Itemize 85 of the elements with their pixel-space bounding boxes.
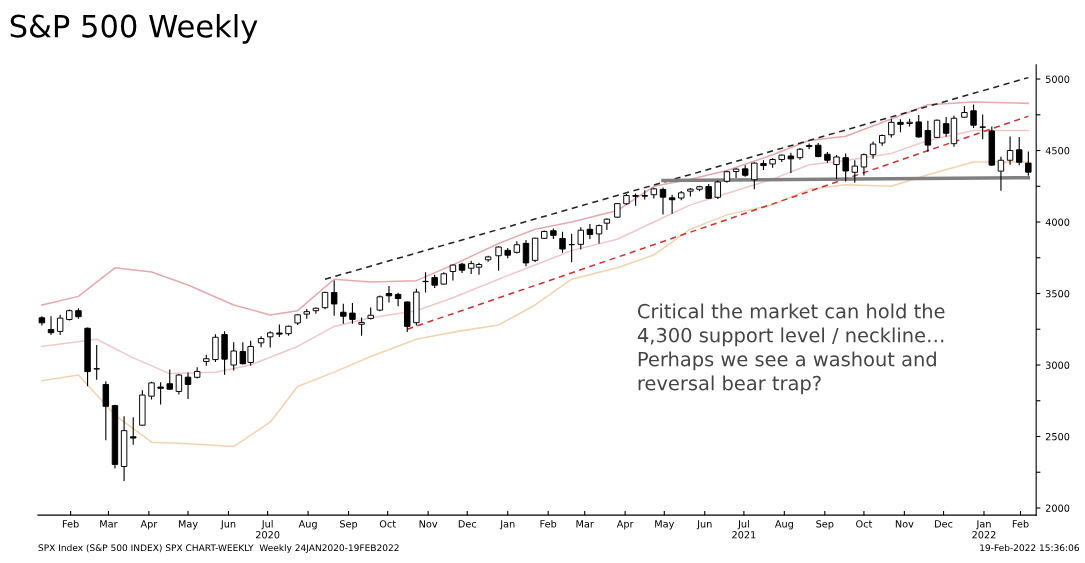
candlestick (805, 143, 813, 150)
x-tick-label: Jul 2021 (732, 520, 756, 539)
candlestick (184, 372, 192, 400)
candlestick (212, 334, 219, 362)
candlestick (842, 153, 849, 182)
x-tick-label: Jun (696, 520, 712, 530)
candlestick (330, 280, 338, 316)
y-tick-label: 4500 (1045, 147, 1070, 155)
candlestick (47, 316, 55, 335)
candlestick (531, 237, 539, 262)
x-tick-label: Feb (62, 520, 79, 528)
x-tick-label: Dec (935, 520, 953, 528)
x-tick-label: May (655, 520, 675, 530)
annotation: Critical the market can hold the 4,300 support level / neckline… Perhaps we see a washout and reversal bear trap? (637, 303, 945, 395)
x-tick-label: Jun (220, 520, 236, 530)
candlestick (586, 223, 594, 239)
y-tick-label: 2000 (1045, 504, 1070, 512)
candlestick (130, 417, 137, 445)
x-tick-label: Feb (1012, 520, 1029, 528)
candlestick (851, 160, 859, 183)
x-tick-label: Jan 2022 (972, 520, 996, 539)
candlestick (1015, 137, 1023, 166)
y-tick-label: 4000 (1045, 218, 1070, 226)
candlestick (979, 114, 986, 140)
x-tick-label: Aug (298, 520, 317, 530)
candlestick (349, 303, 356, 324)
y-tick-label: 2500 (1045, 432, 1070, 441)
chart-title: S&P 500 Weekly (10, 14, 258, 44)
candlestick (495, 246, 502, 271)
candlestick (997, 156, 1005, 191)
x-tick-label: Dec (458, 520, 477, 528)
x-tick-label: Jan (499, 520, 515, 530)
x-tick-label: May (178, 520, 198, 530)
candlestick (257, 336, 265, 348)
x-tick-label: Apr (616, 520, 634, 530)
x-tick-label: Mar (100, 520, 118, 528)
line-series (41, 129, 1030, 375)
candlestick (56, 314, 64, 335)
candlestick (732, 168, 740, 179)
text: 19-Feb-2022 15:36:06 (980, 544, 1080, 552)
x-tick-label: Feb (540, 520, 557, 528)
candlestick (93, 345, 100, 380)
candlestick (924, 120, 932, 152)
candlestick (422, 272, 429, 293)
x-tick-label: Mar (576, 520, 594, 528)
candlestick (385, 285, 393, 303)
candlestick (394, 292, 402, 307)
candlestick (659, 187, 667, 215)
x-tick-label: Sep (340, 520, 358, 530)
candlestick (603, 218, 611, 231)
y-tick-label: 5000 (1045, 75, 1070, 83)
candlestick (787, 152, 795, 173)
candlestick (751, 162, 758, 190)
candlestick (157, 382, 164, 405)
candlestick (915, 115, 922, 138)
candlestick (668, 194, 676, 214)
x-tick-label: Jul 2020 (255, 520, 280, 539)
candlestick (577, 227, 585, 250)
text: SPX Index (S&P 500 INDEX) SPX CHART-WEEKLY Weekly 24JAN2020-19FEB2022 (38, 544, 399, 553)
x-tick-label: Nov (895, 520, 914, 528)
candlestick (175, 374, 183, 395)
candlestick (632, 193, 639, 206)
candlestick (1025, 151, 1032, 176)
line-series (41, 161, 1030, 448)
candlestick (449, 264, 457, 281)
candlestick (860, 153, 868, 176)
candlestick (102, 381, 110, 441)
x-tick-label: Sep (816, 520, 834, 530)
candlestick (230, 342, 237, 371)
candlestick (595, 224, 603, 244)
candlestick (650, 187, 658, 199)
candlestick (559, 231, 566, 253)
candlestick (1006, 136, 1014, 165)
candlestick (522, 240, 530, 267)
x-tick-label: Aug (774, 520, 793, 530)
candlestick (166, 369, 173, 390)
x-tick-label: Nov (419, 520, 438, 528)
y-tick-label: 3000 (1045, 361, 1070, 369)
candlestick (340, 303, 347, 324)
y-tick-label: 3500 (1045, 290, 1070, 298)
x-tick-label: Oct (856, 520, 873, 528)
x-tick-label: Oct (379, 520, 396, 528)
candlestick (970, 104, 977, 128)
candlestick (833, 154, 840, 179)
x-tick-label: Apr (140, 520, 158, 530)
